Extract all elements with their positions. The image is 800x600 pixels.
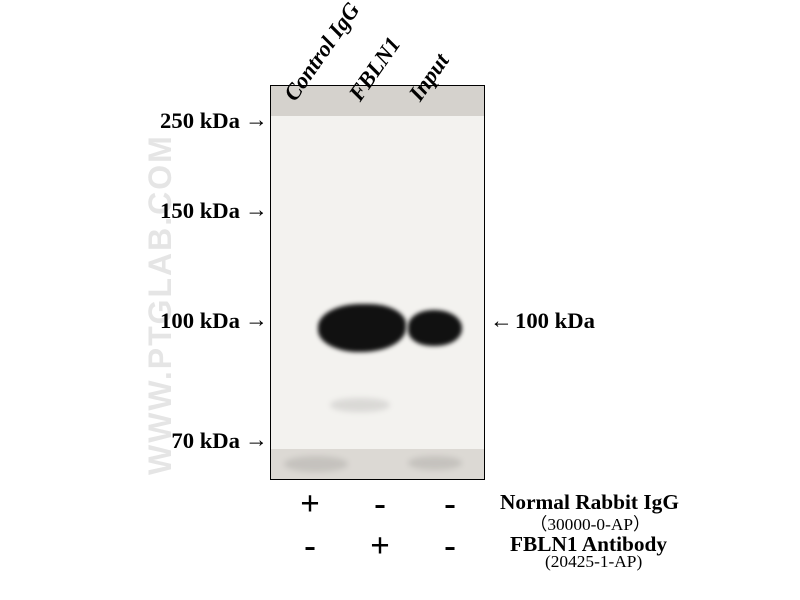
- arrow-right-icon: →: [245, 307, 268, 333]
- band: [408, 310, 462, 346]
- antibody-catalog: (20425-1-AP): [545, 552, 642, 572]
- blot-area: [270, 85, 485, 480]
- band: [318, 304, 406, 352]
- blot-background: [271, 86, 484, 479]
- plus-minus-cell: +: [368, 527, 392, 566]
- arrow-right-icon: →: [245, 427, 268, 453]
- plus-minus-cell: -: [438, 527, 462, 566]
- mw-marker-label: 250 kDa: [160, 108, 240, 134]
- arrow-right-icon: →: [245, 197, 268, 223]
- plus-minus-cell: -: [438, 485, 462, 524]
- band-faint: [284, 456, 348, 472]
- band-faint: [330, 398, 390, 412]
- target-arrow-icon: ←: [490, 308, 513, 334]
- mw-marker-label: 70 kDa: [171, 428, 240, 454]
- mw-marker-label: 150 kDa: [160, 198, 240, 224]
- arrow-right-icon: →: [245, 107, 268, 133]
- band-faint: [408, 456, 462, 470]
- target-band-label: 100 kDa: [515, 308, 595, 334]
- watermark-text: WWW.PTGLAB.COM: [142, 134, 179, 475]
- plus-minus-cell: -: [368, 485, 392, 524]
- plus-minus-cell: +: [298, 485, 322, 524]
- mw-marker-label: 100 kDa: [160, 308, 240, 334]
- plus-minus-cell: -: [298, 527, 322, 566]
